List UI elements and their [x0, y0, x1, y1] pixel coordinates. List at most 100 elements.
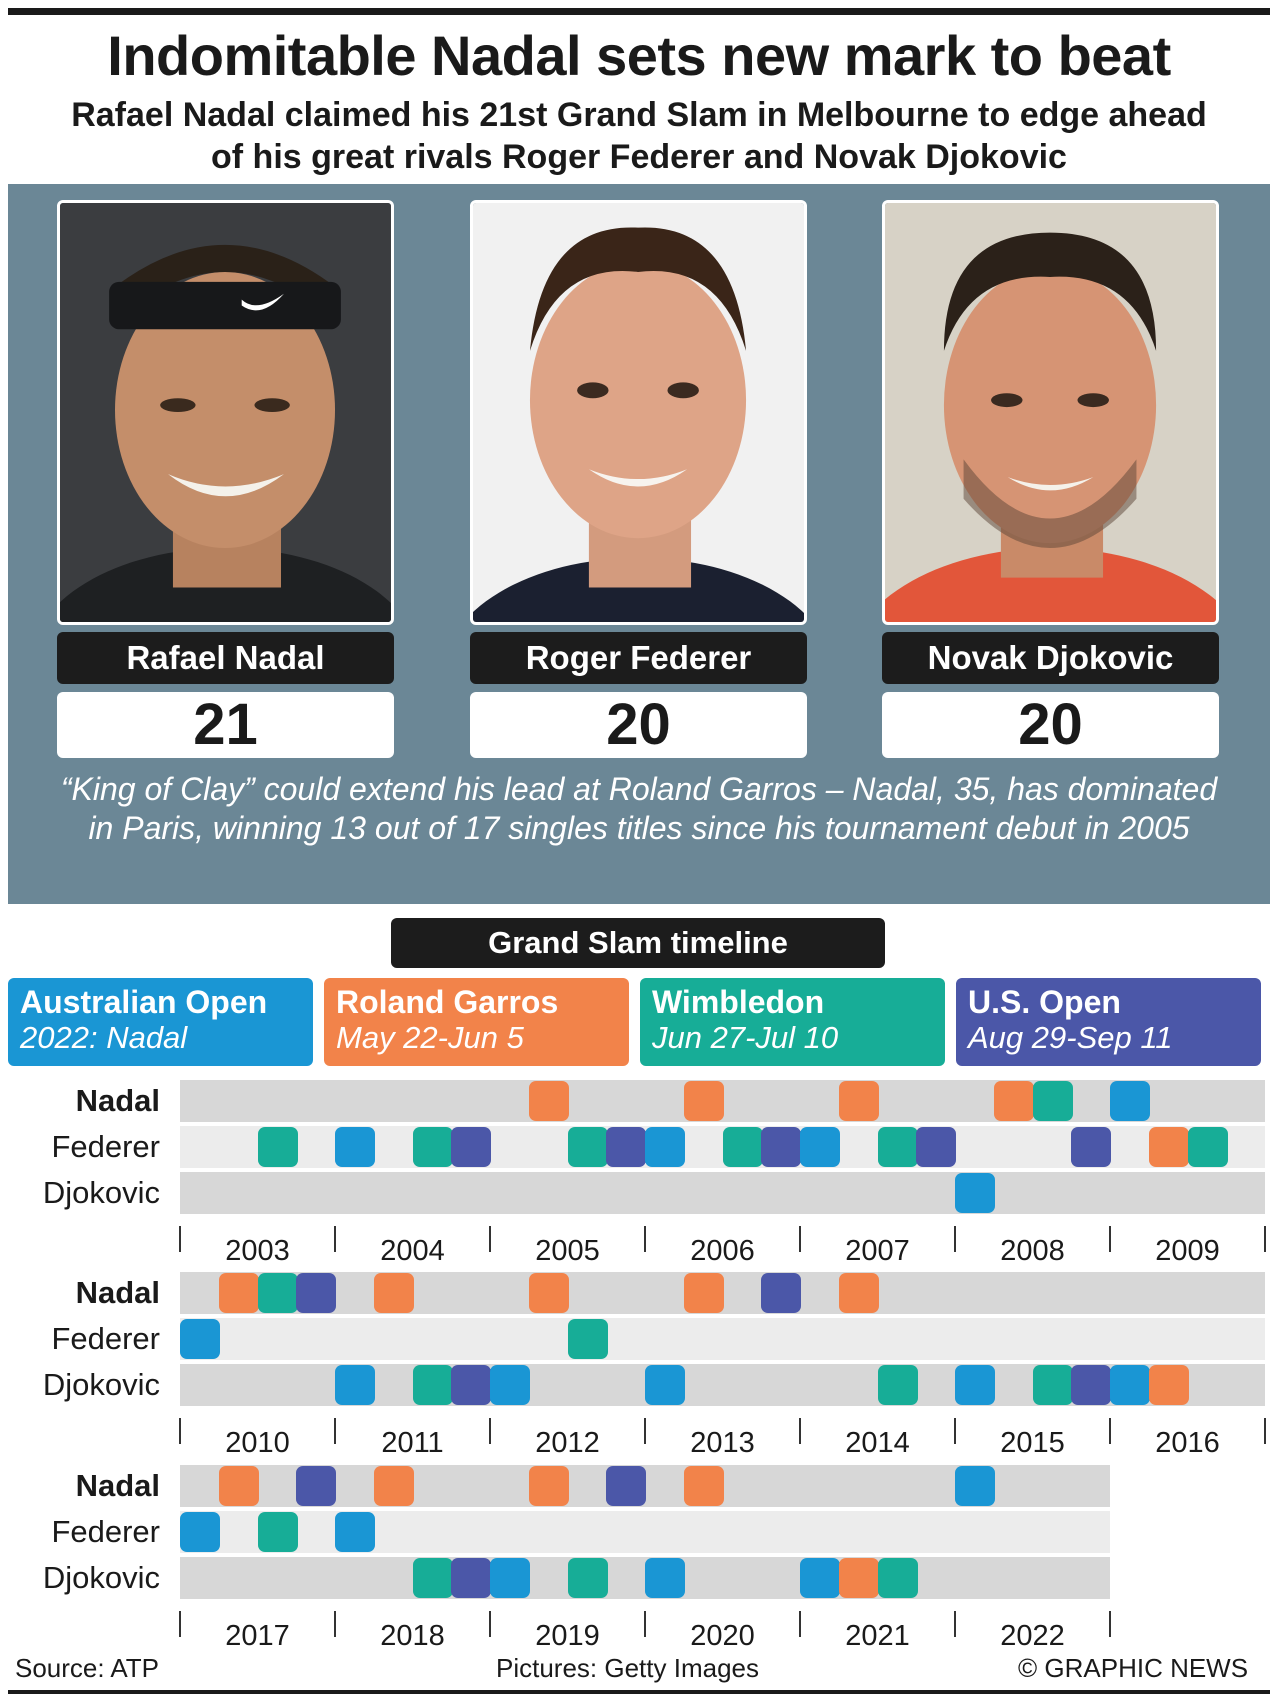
win-mark-2012-wimbledon [567, 1319, 608, 1359]
win-mark-2015-australian-open [955, 1365, 995, 1405]
legend-detail: Jun 27-Jul 10 [652, 1020, 839, 1055]
year-tick [644, 1611, 646, 1637]
year-label: 2013 [690, 1427, 755, 1459]
graphic-news-credit: © GRAPHIC NEWS [1018, 1653, 1249, 1683]
win-mark-2007-australian-open [800, 1127, 840, 1167]
win-mark-2009-wimbledon [1187, 1127, 1228, 1167]
page-subtitle: Rafael Nadal claimed his 21st Grand Slam… [71, 96, 1207, 176]
win-mark-2021-wimbledon [877, 1558, 918, 1598]
timeline-row-federer [180, 1318, 1265, 1360]
year-label: 2006 [690, 1235, 755, 1267]
win-mark-2018-u-s-open [451, 1558, 492, 1598]
win-mark-2014-roland-garros [838, 1273, 879, 1313]
year-label: 2009 [1155, 1235, 1220, 1267]
legend-us-open: U.S. Open Aug 29-Sep 11 [956, 978, 1261, 1066]
win-mark-2013-roland-garros [683, 1273, 724, 1313]
win-mark-2006-roland-garros [683, 1081, 724, 1121]
year-label: 2014 [845, 1427, 910, 1459]
win-mark-2019-australian-open [490, 1558, 530, 1598]
legend-detail: 2022: Nadal [20, 1020, 188, 1055]
win-mark-2013-u-s-open [761, 1273, 802, 1313]
year-label: 2020 [690, 1620, 755, 1652]
year-label: 2018 [380, 1620, 445, 1652]
legend-name: Australian Open [20, 984, 268, 1020]
win-mark-2013-australian-open [645, 1365, 685, 1405]
legend-detail: Aug 29-Sep 11 [968, 1020, 1173, 1055]
year-label: 2004 [380, 1235, 445, 1267]
win-mark-2008-australian-open [955, 1173, 995, 1213]
title-count-djokovic: 20 [882, 692, 1219, 758]
win-mark-2010-wimbledon [257, 1273, 298, 1313]
year-tick [1109, 1611, 1111, 1637]
win-mark-2021-australian-open [800, 1558, 840, 1598]
win-mark-2006-wimbledon [722, 1127, 763, 1167]
year-label: 2022 [1000, 1620, 1065, 1652]
legend-name: Wimbledon [652, 984, 825, 1020]
win-mark-2012-australian-open [490, 1365, 530, 1405]
win-mark-2017-australian-open [180, 1512, 220, 1552]
year-label: 2010 [225, 1427, 290, 1459]
year-tick [334, 1611, 336, 1637]
year-tick [954, 1226, 956, 1252]
win-mark-2008-roland-garros [993, 1081, 1034, 1121]
year-tick [644, 1226, 646, 1252]
year-tick [799, 1418, 801, 1444]
legend-wimbledon: Wimbledon Jun 27-Jul 10 [640, 978, 945, 1066]
win-mark-2014-wimbledon [877, 1365, 918, 1405]
pictures-credit: Pictures: Getty Images [496, 1653, 759, 1683]
year-label: 2007 [845, 1235, 910, 1267]
year-label: 2016 [1155, 1427, 1220, 1459]
win-mark-2018-australian-open [335, 1512, 375, 1552]
year-tick [179, 1418, 181, 1444]
year-label: 2003 [225, 1235, 290, 1267]
year-tick [489, 1226, 491, 1252]
win-mark-2011-australian-open [335, 1365, 375, 1405]
year-label: 2012 [535, 1427, 600, 1459]
player-name-federer: Roger Federer [470, 632, 807, 684]
row-label-djokovic: Djokovic [42, 1175, 160, 1210]
year-label: 2005 [535, 1235, 600, 1267]
win-mark-2021-roland-garros [838, 1558, 879, 1598]
win-mark-2011-wimbledon [412, 1365, 453, 1405]
win-mark-2019-wimbledon [567, 1558, 608, 1598]
win-mark-2018-roland-garros [373, 1466, 414, 1506]
player-name-djokovic: Novak Djokovic [882, 632, 1219, 684]
year-tick [179, 1611, 181, 1637]
year-tick [1264, 1418, 1266, 1444]
win-mark-2004-australian-open [335, 1127, 375, 1167]
legend-australian-open: Australian Open 2022: Nadal [8, 978, 313, 1066]
federer-portrait [470, 200, 807, 625]
win-mark-2015-u-s-open [1071, 1365, 1112, 1405]
year-tick [1264, 1226, 1266, 1252]
year-tick [1109, 1226, 1111, 1252]
page-title: Indomitable Nadal sets new mark to beat [107, 24, 1171, 87]
win-mark-2008-u-s-open [1071, 1127, 1112, 1167]
legend-name: U.S. Open [968, 984, 1121, 1020]
win-mark-2020-roland-garros [683, 1466, 724, 1506]
timeline-row-djokovic [180, 1172, 1265, 1214]
year-tick [954, 1611, 956, 1637]
win-mark-2005-u-s-open [606, 1127, 647, 1167]
win-mark-2019-u-s-open [606, 1466, 647, 1506]
year-tick [334, 1418, 336, 1444]
win-mark-2019-roland-garros [528, 1466, 569, 1506]
win-mark-2005-roland-garros [528, 1081, 569, 1121]
year-tick [334, 1226, 336, 1252]
timeline-title: Grand Slam timeline [391, 918, 885, 968]
year-label: 2017 [225, 1620, 290, 1652]
year-label: 2019 [535, 1620, 600, 1652]
win-mark-2008-wimbledon [1032, 1081, 1073, 1121]
win-mark-2004-wimbledon [412, 1127, 453, 1167]
win-mark-2005-wimbledon [567, 1127, 608, 1167]
row-label-nadal: Nadal [75, 1083, 160, 1118]
win-mark-2018-wimbledon [412, 1558, 453, 1598]
win-mark-2009-roland-garros [1148, 1127, 1189, 1167]
year-label: 2008 [1000, 1235, 1065, 1267]
win-mark-2004-u-s-open [451, 1127, 492, 1167]
win-mark-2006-u-s-open [761, 1127, 802, 1167]
year-tick [954, 1418, 956, 1444]
timeline-row-federer [180, 1511, 1110, 1553]
win-mark-2010-u-s-open [296, 1273, 337, 1313]
nadal-portrait [57, 200, 394, 625]
win-mark-2010-roland-garros [218, 1273, 259, 1313]
